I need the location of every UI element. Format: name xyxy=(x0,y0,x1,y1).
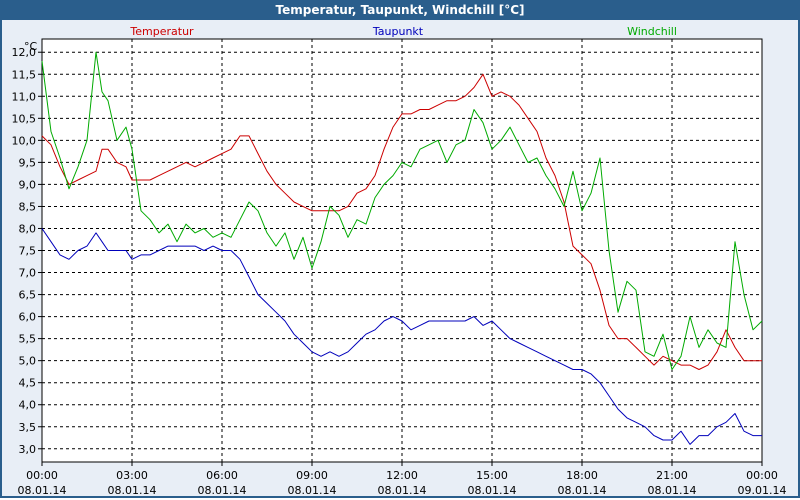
x-tick-time: 21:00 xyxy=(656,469,688,482)
legend-windchill: Windchill xyxy=(627,25,677,38)
series-line-temperatur xyxy=(41,73,762,370)
y-tick-label: 5,5 xyxy=(19,333,37,346)
y-tick-label: 8,5 xyxy=(19,200,37,213)
x-tick-time: 12:00 xyxy=(386,469,418,482)
x-tick-time: 06:00 xyxy=(206,469,238,482)
x-tick-date: 08.01.14 xyxy=(288,484,337,497)
x-tick-date: 08.01.14 xyxy=(648,484,697,497)
x-tick-date: 08.01.14 xyxy=(198,484,247,497)
series-line-taupunkt xyxy=(41,228,762,445)
y-tick-label: 9,5 xyxy=(19,156,37,169)
y-tick-label: 11,0 xyxy=(12,90,37,103)
x-tick-time: 18:00 xyxy=(566,469,598,482)
x-tick-time: 15:00 xyxy=(476,469,508,482)
y-tick-label: 5,0 xyxy=(19,355,37,368)
x-tick-date: 08.01.14 xyxy=(18,484,67,497)
series-line-windchill xyxy=(41,51,763,370)
y-tick-label: 4,0 xyxy=(19,399,37,412)
x-tick-time: 00:00 xyxy=(26,469,58,482)
x-tick-date: 08.01.14 xyxy=(468,484,517,497)
y-tick-label: 7,5 xyxy=(19,245,37,258)
y-tick-label: 7,0 xyxy=(19,267,37,280)
x-tick-time: 09:00 xyxy=(296,469,328,482)
y-tick-label: 10,5 xyxy=(12,112,37,125)
legend-temperatur: Temperatur xyxy=(129,25,194,38)
y-tick-label: 9,0 xyxy=(19,178,37,191)
y-axis-unit-label: °C xyxy=(24,40,38,53)
y-tick-label: 8,0 xyxy=(19,222,37,235)
x-tick-date: 08.01.14 xyxy=(378,484,427,497)
window-title: Temperatur, Taupunkt, Windchill [°C] xyxy=(2,0,798,20)
x-tick-time: 00:00 xyxy=(746,469,778,482)
x-tick-date: 08.01.14 xyxy=(108,484,157,497)
y-tick-label: 6,0 xyxy=(19,311,37,324)
y-tick-label: 3,5 xyxy=(19,421,37,434)
x-tick-time: 03:00 xyxy=(116,469,148,482)
y-tick-label: 4,5 xyxy=(19,377,37,390)
x-tick-date: 08.01.14 xyxy=(558,484,607,497)
y-tick-label: 10,0 xyxy=(12,134,37,147)
y-tick-label: 3,0 xyxy=(19,443,37,456)
y-tick-label: 6,5 xyxy=(19,289,37,302)
y-tick-label: 12,0 xyxy=(12,46,37,59)
x-tick-date: 09.01.14 xyxy=(738,484,787,497)
legend-taupunkt: Taupunkt xyxy=(372,25,424,38)
y-tick-label: 11,5 xyxy=(12,68,37,81)
